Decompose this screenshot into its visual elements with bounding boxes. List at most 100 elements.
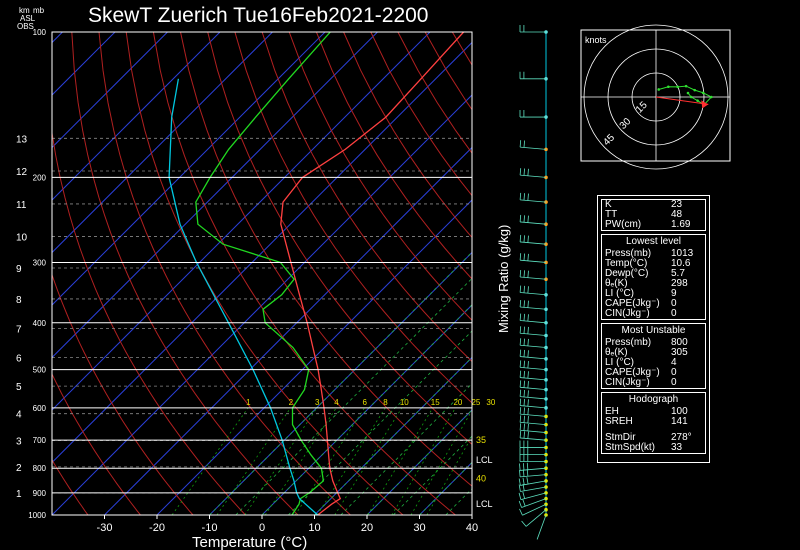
wind-barb bbox=[518, 496, 548, 508]
isotherm-line bbox=[209, 251, 472, 515]
mixing-ratio-line bbox=[244, 407, 318, 515]
index-row: CAPE(Jkg⁻) 0 bbox=[602, 299, 705, 309]
wind-barb-dot bbox=[544, 367, 548, 372]
dry-adiabat-line bbox=[98, 32, 351, 515]
mixing-ratio-label: 3 bbox=[315, 398, 320, 407]
height-km-label: 1 bbox=[16, 489, 22, 500]
wind-barb-dot bbox=[544, 307, 548, 312]
lcl-label: LCL bbox=[476, 455, 493, 465]
pressure-tick-label: 100 bbox=[33, 28, 47, 37]
wind-barb-staff bbox=[520, 320, 547, 324]
mixing-ratio-line bbox=[391, 407, 456, 515]
index-row: Press(mb) 1013 bbox=[602, 249, 705, 259]
wind-barb bbox=[519, 299, 548, 312]
wind-barb bbox=[519, 407, 548, 419]
mixing-ratio-line bbox=[264, 407, 337, 515]
wind-barb-flag bbox=[519, 253, 522, 261]
mixing-ratio-line bbox=[426, 435, 472, 515]
wind-barb-staff bbox=[520, 486, 547, 492]
pressure-tick-label: 1000 bbox=[28, 511, 46, 520]
wind-barb bbox=[519, 447, 548, 457]
wind-barb-flag bbox=[523, 285, 525, 293]
dry-adiabat-line bbox=[52, 273, 194, 515]
index-value: 278° bbox=[671, 432, 692, 443]
wind-barb-staff bbox=[520, 377, 547, 381]
wind-barb-staff bbox=[520, 413, 547, 417]
wind-barb-flag bbox=[519, 469, 521, 477]
wind-barb-flag bbox=[519, 349, 522, 357]
hodograph-indices-title: Hodograph bbox=[628, 394, 679, 405]
height-km-label: 7 bbox=[16, 324, 22, 335]
chart-title: SkewT Zuerich Tue16Feb2021-2200 bbox=[88, 4, 429, 27]
height-km-label: 5 bbox=[16, 382, 22, 393]
wind-barb bbox=[519, 269, 548, 282]
wind-barb-flag bbox=[527, 300, 529, 308]
wind-barb bbox=[519, 234, 548, 246]
index-row: Press(mb) 800 bbox=[602, 338, 705, 348]
index-row: StmSpd(kt) 33 bbox=[602, 443, 705, 453]
hodograph-frame bbox=[580, 29, 731, 162]
wind-barb-flag bbox=[522, 499, 526, 507]
pressure-tick-label: 600 bbox=[33, 404, 47, 413]
wind-barb-dot bbox=[544, 277, 548, 282]
mixing-ratio-line bbox=[171, 407, 249, 515]
wind-barb-flag bbox=[523, 389, 525, 398]
wind-barb-dot bbox=[544, 387, 548, 392]
wind-barb-flag bbox=[519, 415, 522, 423]
skewt-plot: 1 2 3 4 6 8 10 15 20 25 30123456789101112131002003… bbox=[16, 28, 496, 534]
mixing-ratio-label: 8 bbox=[383, 398, 388, 407]
wind-barb-flag bbox=[527, 423, 529, 432]
x-tick-label: -30 bbox=[97, 522, 113, 534]
wind-barb bbox=[519, 349, 548, 361]
height-km-label: 12 bbox=[16, 167, 28, 178]
isotherm-line bbox=[52, 32, 168, 149]
wind-barb-flag bbox=[523, 193, 525, 201]
mixing-ratio-line bbox=[216, 407, 291, 515]
x-tick-label: -10 bbox=[202, 522, 218, 534]
wind-barb-flag bbox=[523, 313, 525, 321]
index-key: StmSpd(kt) bbox=[605, 442, 656, 453]
index-value: 100 bbox=[671, 406, 688, 417]
hodograph-ring-label: 45 bbox=[601, 132, 617, 148]
wind-barb-flag bbox=[526, 469, 529, 477]
index-key: CAPE(Jkg⁻) bbox=[605, 298, 660, 309]
wind-barb-flag bbox=[527, 361, 529, 369]
wind-barb bbox=[519, 454, 548, 464]
height-km-label: 13 bbox=[16, 134, 28, 145]
wind-barb-flag bbox=[523, 370, 525, 378]
corner-label-obs: OBS bbox=[17, 22, 34, 31]
dry-adiabat-line bbox=[234, 32, 472, 404]
wind-barb-flag bbox=[523, 349, 525, 357]
wind-barb-flag bbox=[527, 314, 529, 322]
index-value: 33 bbox=[671, 442, 683, 453]
isotherm-line bbox=[104, 146, 472, 515]
isotherm-line bbox=[52, 32, 431, 411]
wind-barb bbox=[519, 313, 548, 325]
mixing-ratio-label: 2 bbox=[289, 398, 294, 407]
index-row: LI (°C) 4 bbox=[602, 358, 705, 368]
wind-barb-flag bbox=[519, 192, 522, 200]
wind-barb-flag bbox=[527, 193, 529, 201]
wind-barb-staff bbox=[520, 474, 547, 478]
wind-barb bbox=[519, 462, 548, 471]
plot-frame bbox=[51, 31, 473, 516]
wind-barb bbox=[519, 110, 548, 119]
wind-barb bbox=[519, 71, 548, 81]
wind-barb-flag bbox=[518, 500, 522, 508]
mixing-ratio-label: 10 bbox=[400, 398, 409, 407]
wind-barb-column bbox=[518, 25, 548, 540]
wind-barb-flag bbox=[523, 326, 525, 334]
wind-barb-flag bbox=[519, 398, 522, 406]
index-row: θₑ(K) 305 bbox=[602, 348, 705, 358]
mixing-ratio-label: 20 bbox=[453, 398, 462, 407]
dry-adiabat-line bbox=[71, 32, 299, 515]
wind-barb-flag bbox=[519, 463, 521, 471]
index-row: CIN(Jkg⁻) 0 bbox=[602, 378, 705, 388]
wind-barb-staff bbox=[520, 480, 547, 486]
index-row: StmDir 278° bbox=[602, 433, 705, 443]
dry-adiabat-line bbox=[261, 32, 472, 363]
wind-barb-flag bbox=[519, 360, 522, 368]
wind-barb bbox=[519, 502, 548, 516]
wind-barb-flag bbox=[519, 370, 522, 378]
height-km-label: 8 bbox=[16, 295, 22, 306]
